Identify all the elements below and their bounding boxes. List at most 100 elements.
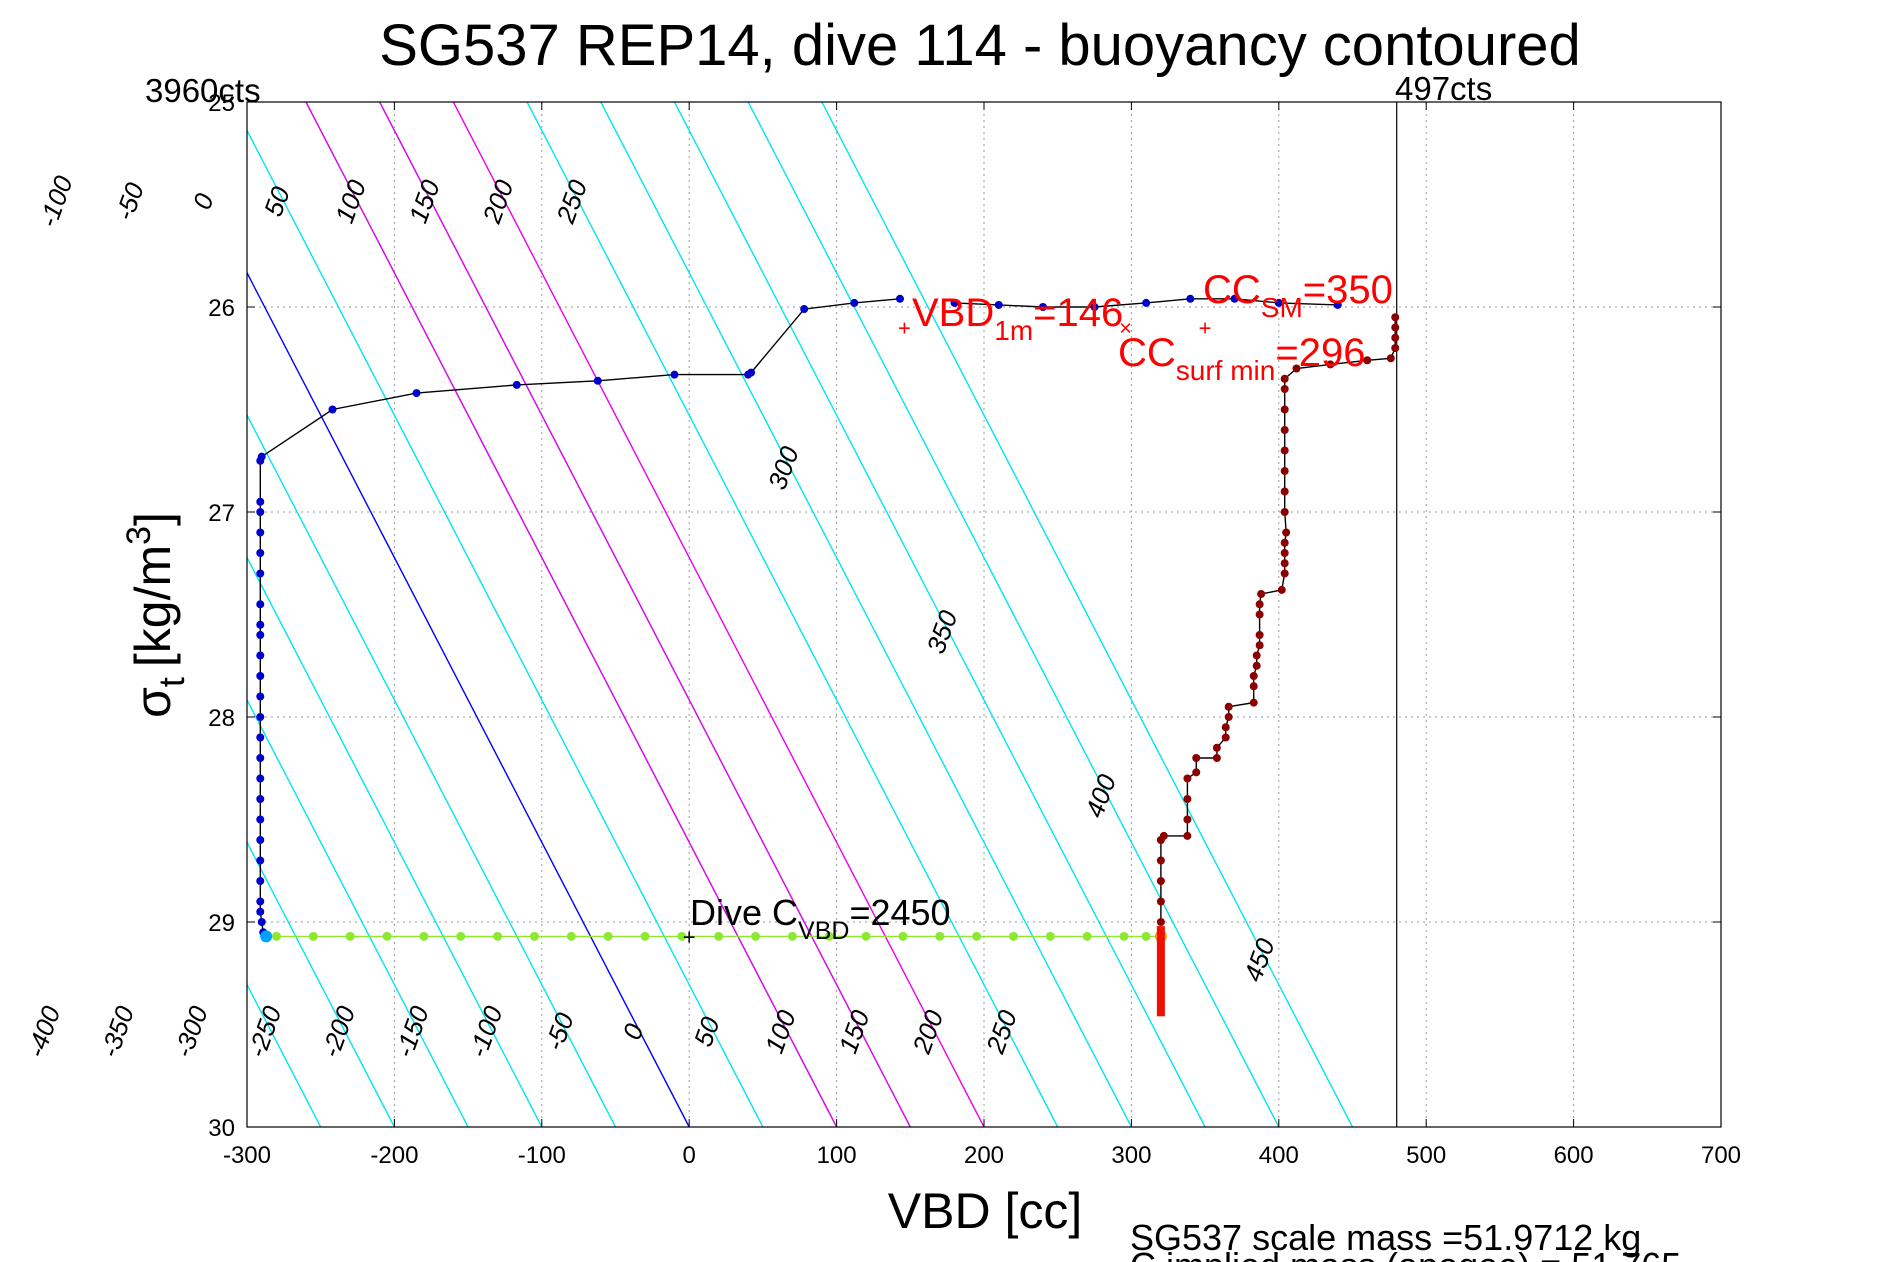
data-point-climb [1280,538,1289,547]
contour-line-cyan [673,102,1206,1127]
data-point-climb [1252,651,1261,660]
data-point-dive [256,600,265,609]
y-axis-label-units: [kg/m [125,545,181,667]
data-point-apogee [566,931,576,941]
data-point-apogee [456,931,466,941]
contour-line-cyan [247,698,469,1127]
buoyancy-contours [247,102,1398,1127]
data-point-dive [850,298,859,307]
x-tick-label: 500 [1406,1142,1446,1169]
data-point-climb [1255,641,1264,650]
contour-line-cyan [247,128,764,1127]
data-point-surface [994,300,1003,309]
y-axis-label-sub: t [151,677,192,687]
contour-line-magenta [452,102,985,1127]
data-point-dive [256,713,265,721]
data-point-surface [1230,294,1239,303]
annotation-vbd1m-label: VBD1m=146 [912,291,1123,346]
data-point-apogee [861,931,871,941]
data-point-apogee [1045,931,1055,941]
data-point-dive [744,370,753,379]
data-point-surface [1142,298,1151,307]
data-point-apogee [640,931,650,941]
data-point-apogee [603,931,613,941]
data-point-climb [1192,754,1201,762]
data-point-dive [256,549,265,557]
data-point-surface [1333,300,1342,309]
footer-line-1: SG537 scale mass =51.9712 kg [1130,1217,1641,1258]
data-point-climb [1386,354,1395,363]
x-tick-label: 700 [1701,1142,1741,1169]
data-point-climb [1391,323,1400,332]
data-point-climb [1156,856,1165,865]
data-point-climb [1255,631,1264,639]
annotation-ccsm-marker: + [1199,316,1212,341]
y-axis-label-main: σ [125,687,181,718]
data-point-dive [256,692,265,701]
y-tick-label: 26 [208,295,235,322]
data-point-apogee [308,931,318,941]
annotations: + VBD1m=146 +CCSM=350×CCsurf min=296+Dive … [683,268,1393,949]
data-point-climb [1280,569,1289,578]
contour-line-zero [247,271,690,1127]
data-point-dive [256,631,265,639]
data-point-climb [1391,333,1400,342]
data-point-climb [1183,831,1192,840]
data-point-climb [1391,313,1400,322]
y-axis-label-units-close: ] [125,512,181,526]
data-point-climb [1212,754,1221,762]
data-point-dive [256,508,265,516]
y-axis-label: σt [kg/m3] [120,512,192,718]
data-point-surface [1090,303,1099,311]
data-point-climb [1280,374,1289,383]
x-tick-label: 200 [964,1142,1004,1169]
data-point-climb [1277,585,1286,594]
data-point-climb [1280,467,1289,475]
data-point-dive [256,836,265,844]
data-point-climb [1280,559,1289,568]
data-point-climb [1282,528,1291,537]
data-point-surface [1186,294,1195,303]
data-point-climb [1224,702,1233,711]
data-point-dive-end [260,930,273,943]
data-point-climb [1221,723,1230,732]
data-point-apogee [529,931,539,941]
data-climb-highlight [1156,926,1165,1017]
data-point-climb [1391,344,1400,352]
contour-line-cyan [247,413,617,1127]
data-point-apogee [1141,931,1151,941]
data-point-climb [1280,385,1289,393]
footer-line-2: C implied mass (apogee) = 51.765 [1130,1245,1681,1262]
data-point-climb [1280,487,1289,496]
x-tick-label: -100 [518,1142,566,1169]
contour-line-cyan [821,102,1354,1127]
x-tick-label: 100 [817,1142,857,1169]
x-tick-label: 600 [1554,1142,1594,1169]
data-point-apogee [382,931,392,941]
data-point-climb [1183,815,1192,824]
x-tick-label: 300 [1111,1142,1151,1169]
data-point-climb [1192,768,1201,777]
data-point-dive [328,405,337,414]
chart-title: SG537 REP14, dive 114 - buoyancy contour… [379,13,1581,78]
data-point-dive [670,370,679,379]
y-tick-label: 29 [208,910,235,937]
data-point-climb [1280,446,1289,455]
data-point-apogee [345,931,355,941]
corner-label-right: 497cts [1395,70,1492,107]
contour-line-magenta [305,102,838,1127]
data-point-climb [1280,426,1289,434]
contour-line-cyan [247,840,396,1127]
y-tick-label: 25 [208,90,235,117]
contour-line-cyan [526,102,1059,1127]
data-point-apogee [419,931,429,941]
data-point-climb [1183,795,1192,803]
data-point-climb [1156,918,1165,926]
data-point-climb [1280,549,1289,557]
axis-ticks: -300 -200 -100 0 100 200 300 400 500 600 700 25 26 27… [208,90,1741,1169]
contour-line-cyan [747,102,1280,1127]
data-point-climb [1255,610,1264,619]
data-point-dive [256,877,265,885]
data-point-dive [593,376,602,385]
data-point-climb [1249,682,1258,691]
